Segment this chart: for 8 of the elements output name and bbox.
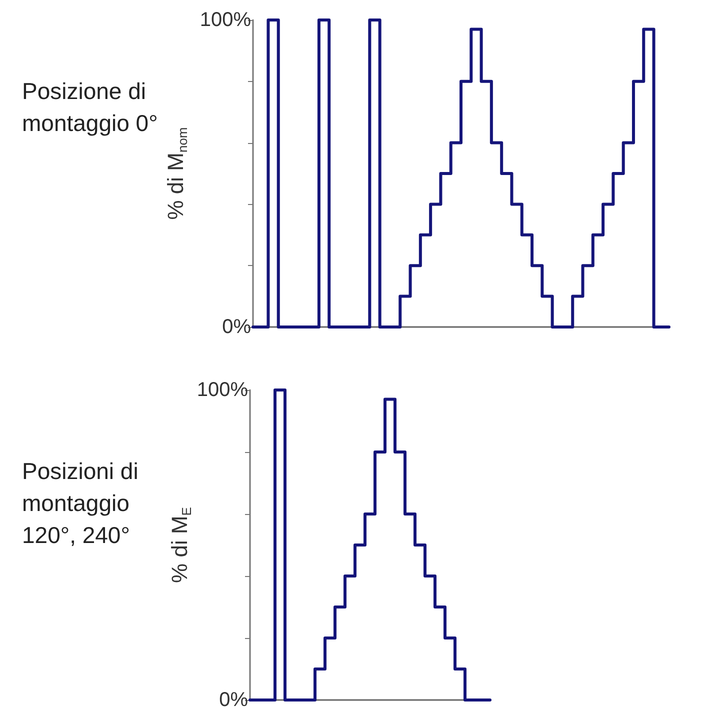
y-axis-title: % di Mnom	[162, 127, 190, 220]
text: Posizione di montaggio 0°	[22, 78, 158, 136]
y-tick-label: 100%	[196, 379, 248, 401]
y-tick-label: 100%	[200, 9, 252, 31]
y-tick-label: 0%	[219, 689, 248, 711]
text: Posizioni di montaggio 120°, 240°	[22, 458, 145, 548]
y-tick-label: 0%	[222, 316, 252, 338]
y-axis-title: % di ME	[166, 506, 194, 583]
